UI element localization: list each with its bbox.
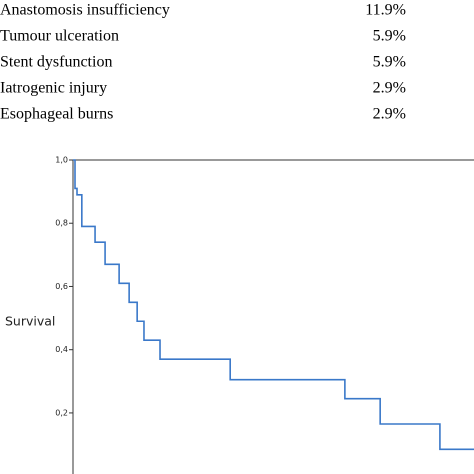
table-label: Esophageal burns bbox=[0, 106, 113, 123]
y-tick-label: 0,2 bbox=[55, 408, 68, 417]
table-value: 11.9% bbox=[365, 2, 406, 19]
table-value: 2.9% bbox=[373, 80, 406, 97]
y-tick-label: 0,8 bbox=[55, 219, 68, 228]
table-label: Anastomosis insufficiency bbox=[0, 2, 170, 19]
y-tick-label: 0,6 bbox=[55, 282, 68, 291]
table-value: 5.9% bbox=[373, 54, 406, 71]
table-label: Iatrogenic injury bbox=[0, 80, 107, 97]
y-axis-label: Survival bbox=[5, 314, 55, 329]
table-value: 2.9% bbox=[373, 106, 406, 123]
survival-curve bbox=[73, 159, 474, 451]
table-value: 5.9% bbox=[373, 28, 406, 45]
y-tick-label: 0,4 bbox=[55, 345, 68, 354]
table-label: Tumour ulceration bbox=[0, 28, 119, 45]
y-tick-label: 1,0 bbox=[55, 156, 68, 165]
table-label: Stent dysfunction bbox=[0, 54, 112, 71]
